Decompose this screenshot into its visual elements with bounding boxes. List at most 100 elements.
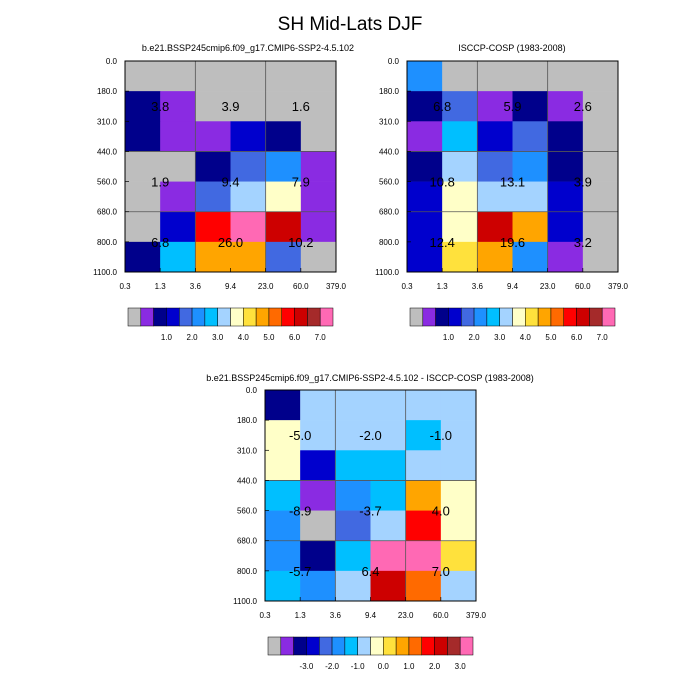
x-tick-label: 60.0	[293, 282, 309, 291]
block-value-label: -1.0	[430, 428, 452, 443]
colorbar-box	[153, 307, 167, 327]
heatmap-cell	[442, 91, 478, 122]
colorbar-tick-label: 5.0	[545, 333, 557, 342]
y-tick-label: 800.0	[379, 238, 400, 247]
heatmap-cell	[125, 61, 161, 92]
heatmap-cell	[442, 151, 478, 182]
heatmap-cell	[265, 241, 302, 273]
y-tick-label: 560.0	[379, 178, 400, 187]
block-value-label: 6.8	[151, 235, 169, 250]
block-value-label: 7.0	[432, 564, 450, 579]
colorbar-tick-label: 4.0	[238, 333, 250, 342]
y-tick-label: 0.0	[106, 57, 118, 66]
colorbar-tick-label: 6.0	[571, 333, 583, 342]
x-tick-label: 3.6	[472, 282, 484, 291]
heatmap-cell	[265, 390, 301, 421]
y-tick-label: 560.0	[237, 507, 258, 516]
heatmap-cell	[300, 181, 337, 213]
colorbar-box	[268, 307, 282, 327]
heatmap-cell	[300, 390, 336, 421]
block-value-label: -5.0	[289, 428, 311, 443]
heatmap-cell	[300, 510, 336, 542]
colorbar-box	[217, 307, 231, 327]
heatmap-cell	[407, 151, 443, 182]
heatmap-cell	[405, 450, 442, 481]
x-tick-label: 379.0	[608, 282, 629, 291]
heatmap-cell	[125, 241, 161, 273]
heatmap-cell	[125, 91, 161, 122]
heatmap-cell	[370, 480, 406, 511]
y-tick-label: 0.0	[388, 57, 400, 66]
heatmap-cell	[370, 450, 406, 481]
colorbar-box	[563, 307, 577, 327]
colorbar-box	[395, 636, 410, 656]
colorbar-tick-label: 2.0	[187, 333, 199, 342]
heatmap-cell	[512, 241, 548, 273]
heatmap-cell	[370, 510, 406, 542]
heatmap-cell	[335, 510, 371, 542]
colorbar-box	[461, 307, 475, 327]
heatmap-cell	[265, 91, 302, 122]
heatmap-cell	[440, 450, 477, 481]
colorbar-box	[499, 307, 513, 327]
colorbar-box	[307, 307, 321, 327]
colorbar-box	[512, 307, 526, 327]
colorbar-box	[191, 307, 206, 327]
heatmap-cell	[477, 241, 513, 273]
heatmap-cell	[300, 91, 337, 122]
heatmap-cell	[582, 151, 619, 182]
heatmap-cell	[335, 480, 371, 511]
block-value-label: 3.8	[151, 99, 169, 114]
heatmap-cell	[195, 241, 231, 273]
heatmap-cell	[512, 91, 548, 122]
x-tick-label: 0.3	[259, 611, 271, 620]
colorbar-box	[179, 307, 193, 327]
heatmap-cell	[440, 390, 477, 421]
panel-model-title: b.e21.BSSP245cmip6.f09_g17.CMIP6-SSP2-4.…	[142, 43, 354, 53]
block-value-label: 26.0	[218, 235, 243, 250]
colorbar-box	[127, 307, 142, 327]
heatmap-cell	[300, 450, 336, 481]
colorbar-box	[204, 307, 218, 327]
heatmap-cell	[440, 570, 477, 602]
y-tick-label: 310.0	[97, 117, 118, 126]
heatmap-cell	[405, 390, 442, 421]
heatmap-cell	[442, 211, 478, 243]
heatmap-cell	[582, 121, 619, 152]
block-value-label: 1.6	[292, 99, 310, 114]
x-tick-label: 23.0	[258, 282, 274, 291]
heatmap-cell	[300, 151, 337, 182]
x-tick-label: 3.6	[190, 282, 202, 291]
y-tick-label: 180.0	[97, 87, 118, 96]
heatmap-cell	[440, 420, 477, 451]
block-value-label: 6.4	[361, 564, 379, 579]
heatmap-cell	[230, 121, 266, 152]
panel-obs: ISCCP-COSP (1983-2008) 6.8 5.9 2.6 10.8 13.1…	[375, 43, 628, 291]
colorbar-box	[243, 307, 257, 327]
heatmap-cell	[160, 211, 196, 243]
heatmap-cell	[407, 211, 443, 243]
heatmap-cell	[195, 91, 231, 122]
colorbar-tick-label: 2.0	[429, 662, 441, 671]
heatmap-cell	[125, 211, 161, 243]
heatmap-cell	[195, 211, 231, 243]
block-value-label: 4.0	[432, 504, 450, 519]
colorbar-box	[589, 307, 603, 327]
block-value-label: 3.9	[574, 175, 592, 190]
y-tick-label: 0.0	[246, 386, 258, 395]
y-tick-label: 1100.0	[93, 268, 117, 277]
heatmap-cell	[442, 181, 478, 213]
x-tick-label: 60.0	[575, 282, 591, 291]
colorbar-box	[448, 307, 462, 327]
y-tick-label: 310.0	[379, 117, 400, 126]
heatmap-cell	[405, 570, 442, 602]
heatmap-cell	[370, 420, 406, 451]
colorbar-box	[576, 307, 590, 327]
panel-model: b.e21.BSSP245cmip6.f09_g17.CMIP6-SSP2-4.…	[93, 43, 354, 291]
heatmap-cell	[265, 181, 302, 213]
colorbar-box	[422, 307, 436, 327]
heatmap-cell	[300, 61, 337, 92]
y-tick-label: 680.0	[237, 537, 258, 546]
heatmap-cell	[442, 61, 478, 92]
heatmap-cell	[265, 570, 301, 602]
